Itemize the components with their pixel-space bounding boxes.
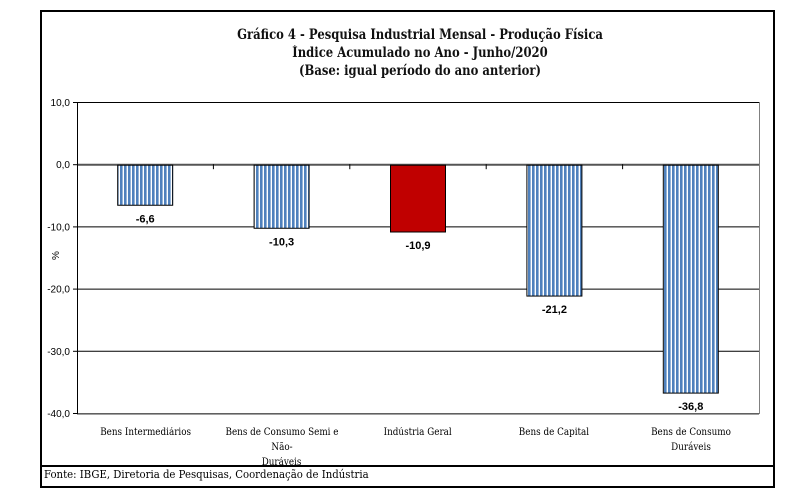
y-tick-label: -40,0 (47, 409, 70, 420)
data-label: -10,9 (405, 240, 430, 252)
chart-frame (40, 10, 775, 488)
x-category-label: Bens de Capital (489, 425, 619, 440)
y-tick-label: 10,0 (51, 98, 71, 109)
bar (526, 164, 583, 297)
data-label: -10,3 (269, 236, 294, 248)
x-category-label-line: Bens de Capital (519, 427, 590, 438)
x-category-label-line: Bens Intermediários (99, 427, 191, 438)
chart-title-line-2: Índice Acumulado no Ano - Junho/2020 (292, 45, 548, 61)
x-category-label-line: Duráveis (261, 457, 302, 468)
y-tick-label: -20,0 (47, 285, 70, 296)
chart-title: Gráfico 4 - Pesquisa Industrial Mensal -… (160, 26, 680, 80)
footer-divider (40, 465, 773, 467)
y-tick-label: -10,0 (47, 222, 70, 233)
data-label: -6,6 (136, 213, 155, 225)
grid-lines (77, 102, 760, 415)
y-axis-label: % (50, 251, 62, 260)
chart-title-line-3: (Base: igual período do ano anterior) (299, 63, 541, 79)
x-category-label-line: Indústria Geral (383, 427, 453, 438)
y-axis: 10,0 0,0 -10,0 -20,0 -30,0 -40,0 (47, 98, 624, 420)
bars (117, 164, 719, 394)
bar (253, 164, 310, 229)
x-category-label: Bens Intermediários (80, 425, 210, 440)
source-note: Fonte: IBGE, Diretoria de Pesquisas, Coo… (44, 468, 369, 481)
x-category-label: Bens de Consumo Semi e Não- Duráveis (217, 425, 347, 470)
bar (662, 164, 719, 394)
bar (117, 164, 174, 206)
chart-title-line-1: Gráfico 4 - Pesquisa Industrial Mensal -… (237, 27, 603, 43)
bar (390, 164, 446, 233)
x-category-label-line: Bens de Consumo Duráveis (650, 427, 731, 453)
x-category-label: Bens de Consumo Duráveis (626, 425, 756, 455)
y-tick-label: -30,0 (47, 347, 70, 358)
data-label: -36,8 (678, 401, 703, 413)
data-label: -21,2 (542, 304, 567, 316)
y-tick-label: 0,0 (56, 160, 70, 171)
data-labels: -6,6 -10,3 -10,9 -21,2 -36,8 (136, 213, 704, 413)
x-category-label-line: Bens de Consumo Semi e Não- (225, 427, 339, 453)
x-category-label: Indústria Geral (353, 425, 483, 440)
